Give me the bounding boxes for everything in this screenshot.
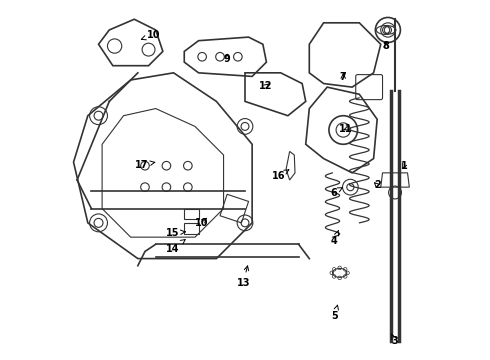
Text: 1: 1 [401, 161, 407, 171]
Text: 12: 12 [259, 81, 272, 91]
Text: 10: 10 [195, 218, 208, 228]
Text: 3: 3 [392, 334, 398, 346]
Text: 6: 6 [330, 188, 343, 198]
Text: 13: 13 [237, 266, 250, 288]
Text: 14: 14 [166, 239, 185, 253]
Text: 7: 7 [340, 72, 346, 82]
Text: 10: 10 [141, 30, 161, 40]
Text: 15: 15 [166, 228, 185, 238]
Text: 8: 8 [383, 41, 390, 51]
Text: 11: 11 [340, 124, 353, 134]
Text: 2: 2 [374, 180, 381, 190]
Text: 9: 9 [224, 54, 230, 64]
Text: 17: 17 [135, 159, 155, 170]
Text: 5: 5 [331, 305, 339, 321]
Text: 4: 4 [331, 230, 339, 246]
Text: 16: 16 [272, 170, 289, 181]
